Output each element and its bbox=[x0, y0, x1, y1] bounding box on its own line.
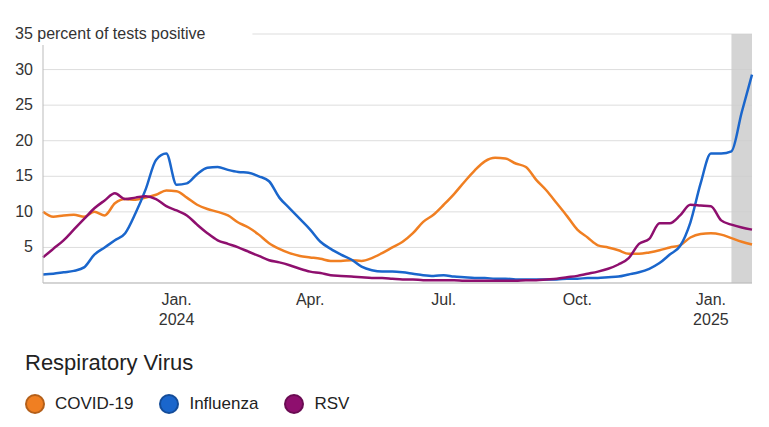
svg-text:25: 25 bbox=[15, 96, 33, 113]
svg-text:30: 30 bbox=[15, 61, 33, 78]
html-text:RSV: RSV bbox=[314, 394, 350, 413]
svg-text:5: 5 bbox=[24, 238, 33, 255]
svg-text:Jul.: Jul. bbox=[431, 291, 456, 308]
html-text:Respiratory Virus: Respiratory Virus bbox=[25, 350, 194, 375]
html-text:Influenza: Influenza bbox=[189, 394, 259, 413]
svg-text:20: 20 bbox=[15, 132, 33, 149]
svg-text:Jan.2025: Jan.2025 bbox=[693, 291, 729, 328]
svg-text:15: 15 bbox=[15, 167, 33, 184]
html-text:COVID-19: COVID-19 bbox=[55, 394, 134, 413]
svg-text:Jan.2024: Jan.2024 bbox=[159, 291, 195, 328]
svg-text:Apr.: Apr. bbox=[296, 291, 324, 308]
svg-text:35 percent of tests positive: 35 percent of tests positive bbox=[15, 25, 205, 42]
svg-text:Oct.: Oct. bbox=[563, 291, 592, 308]
svg-text:10: 10 bbox=[15, 203, 33, 220]
